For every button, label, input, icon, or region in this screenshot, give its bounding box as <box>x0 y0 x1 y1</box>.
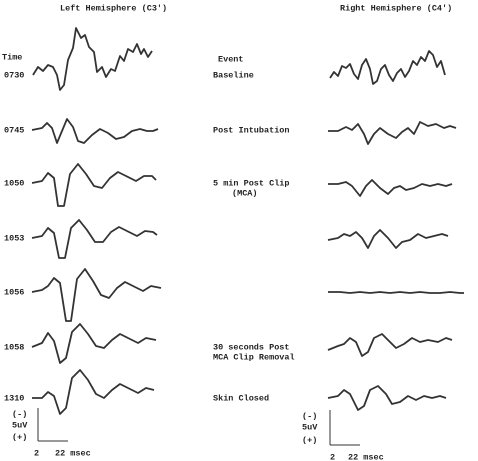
waveform <box>31 118 159 144</box>
scale-t1: 22 msec <box>348 452 384 461</box>
waveform <box>32 27 153 91</box>
waveform <box>327 229 449 249</box>
time-label: Time <box>2 52 22 62</box>
waveform <box>328 179 453 197</box>
event: Skin Closed <box>213 393 269 403</box>
scale-amp: 5uV <box>12 420 28 430</box>
time: 1050 <box>4 178 24 188</box>
event: Baseline <box>213 70 254 80</box>
time: 0730 <box>4 70 24 80</box>
event: Post Intubation <box>213 125 290 135</box>
rows: 0730 Baseline 0745 Post Intubation 1050 5 min… <box>4 70 295 403</box>
time: 0745 <box>4 125 24 135</box>
event: 30 seconds Post <box>213 342 290 352</box>
waveform <box>329 50 446 85</box>
waveform <box>328 121 457 145</box>
scale-t0: 2 <box>330 452 335 461</box>
time: 1310 <box>4 393 24 403</box>
event: MCA Clip Removal <box>213 352 295 362</box>
waveform <box>31 219 158 259</box>
scale-neg: (-) <box>12 409 27 419</box>
time: 1058 <box>4 342 24 352</box>
scale-t1: 22 msec <box>55 448 91 458</box>
scale-amp: 5uV <box>302 422 318 432</box>
waveform <box>31 163 157 207</box>
waveform <box>327 333 453 357</box>
scale-pos: (+) <box>302 435 317 445</box>
scale-t0: 2 <box>34 448 39 458</box>
event: (MCA) <box>232 188 258 198</box>
time: 1053 <box>4 233 24 243</box>
scale-pos: (+) <box>12 432 27 442</box>
waveform <box>32 369 155 415</box>
waveform <box>328 291 464 294</box>
waveform <box>327 385 447 411</box>
left-title: Left Hemisphere (C3') <box>60 3 167 13</box>
event: 5 min Post Clip <box>213 178 290 188</box>
scale-neg: (-) <box>302 411 317 421</box>
right-title: Right Hemisphere (C4') <box>340 3 452 13</box>
time: 1056 <box>4 287 24 297</box>
waveform <box>31 268 162 322</box>
waveform <box>31 323 157 364</box>
event-label: Event <box>218 54 244 64</box>
